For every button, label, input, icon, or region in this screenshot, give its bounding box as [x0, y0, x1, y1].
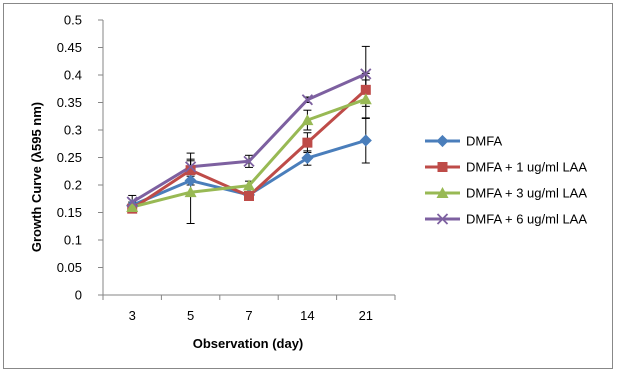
y-axis-title: Growth Curve (λ595 nm)	[29, 102, 44, 252]
x-tick-label: 3	[129, 308, 136, 323]
marker-stroke	[243, 155, 255, 167]
y-tick-label: 0.25	[57, 150, 82, 165]
data-point-series-1	[301, 151, 314, 165]
legend-marker	[436, 213, 449, 225]
data-point-series-3	[301, 114, 314, 126]
marker-stroke	[301, 94, 314, 106]
marker-stroke	[436, 213, 449, 225]
data-point-series-3	[126, 201, 139, 212]
data-point-series-3	[243, 179, 255, 191]
y-tick-label: 0.15	[57, 205, 82, 220]
data-point-series-3	[184, 186, 197, 198]
legend-item-4: DMFA + 6 ug/ml LAA	[425, 212, 587, 227]
data-point-series-4	[126, 196, 138, 208]
y-tick-label: 0.4	[64, 68, 82, 83]
data-point-series-4	[301, 94, 314, 106]
legend-marker	[437, 162, 448, 172]
marker-stroke	[184, 161, 197, 173]
legend-label: DMFA + 1 ug/ml LAA	[466, 160, 587, 175]
data-point-series-1	[359, 134, 372, 147]
legend-marker	[436, 134, 449, 148]
x-tick-label: 7	[245, 308, 252, 323]
data-point-series-2	[185, 165, 196, 176]
y-tick-label: 0.45	[57, 40, 82, 55]
y-tick-label: 0	[75, 288, 82, 303]
data-point-series-3	[359, 93, 372, 105]
legend-item-1: DMFA	[425, 134, 502, 149]
legend-marker	[436, 187, 449, 198]
data-point-series-4	[243, 155, 255, 167]
legend-label: DMFA + 6 ug/ml LAA	[466, 212, 587, 227]
data-point-series-2	[302, 137, 313, 148]
data-point-series-1	[184, 174, 197, 187]
legend-label: DMFA	[466, 134, 502, 149]
x-tick-label: 14	[300, 308, 314, 323]
chart-area	[3, 3, 613, 369]
marker-stroke	[126, 196, 138, 208]
y-tick-label: 0.2	[64, 178, 82, 193]
x-tick-label: 5	[187, 308, 194, 323]
data-point-series-4	[184, 161, 197, 173]
y-tick-label: 0.1	[64, 233, 82, 248]
data-point-series-4	[360, 68, 372, 80]
y-tick-label: 0.5	[64, 13, 82, 28]
x-axis-title: Observation (day)	[193, 336, 304, 351]
x-tick-label: 21	[359, 308, 373, 323]
y-tick-label: 0.05	[57, 260, 82, 275]
legend-label: DMFA + 3 ug/ml LAA	[466, 186, 587, 201]
data-point-series-2	[244, 191, 254, 201]
y-tick-label: 0.3	[64, 123, 82, 138]
legend-item-2: DMFA + 1 ug/ml LAA	[425, 160, 587, 175]
marker-stroke	[360, 68, 372, 80]
legend-item-3: DMFA + 3 ug/ml LAA	[425, 186, 587, 201]
data-point-series-2	[360, 84, 371, 95]
y-tick-label: 0.35	[57, 95, 82, 110]
